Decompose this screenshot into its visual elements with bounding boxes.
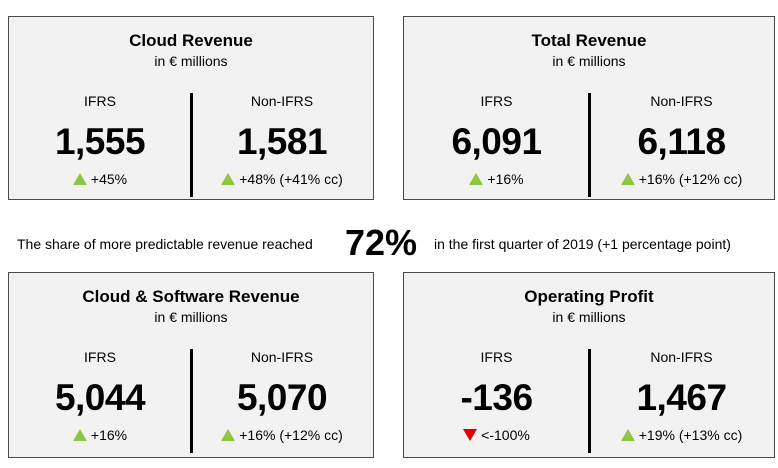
metric-change: +16% (+12% cc): [589, 171, 774, 187]
change-text: +16%: [487, 171, 524, 187]
non-ifrs-column: Non-IFRS 1,581 +48% (+41% cc): [191, 17, 373, 199]
triangle-up-icon: [72, 429, 87, 441]
column-divider: [190, 349, 193, 453]
metric-value: 5,044: [54, 377, 146, 418]
metric-change: +19% (+13% cc): [589, 427, 774, 443]
card-title: Total Revenue: [531, 31, 647, 50]
cloud-revenue-card: Cloud Revenue in € millions IFRS 1,555 +…: [8, 16, 374, 200]
metric-value: -136: [460, 377, 533, 418]
operating-profit-card: Operating Profit in € millions IFRS -136…: [403, 272, 775, 458]
column-divider: [190, 93, 193, 197]
card-title: Cloud & Software Revenue: [82, 287, 300, 306]
cloud-software-revenue-card: Cloud & Software Revenue in € millions I…: [8, 272, 374, 458]
change-text: +45%: [90, 171, 128, 187]
share-prefix-text: The share of more predictable revenue re…: [17, 236, 313, 252]
metric-change: +16%: [404, 171, 589, 187]
column-label: Non-IFRS: [250, 349, 314, 365]
metric-change: +16%: [9, 427, 191, 443]
non-ifrs-column: Non-IFRS 5,070 +16% (+12% cc): [191, 273, 373, 457]
change-text: +16%: [90, 427, 128, 443]
column-label: IFRS: [84, 349, 116, 365]
total-revenue-card: Total Revenue in € millions IFRS 6,091 +…: [403, 16, 775, 200]
column-label: IFRS: [84, 93, 116, 109]
metric-change: +16% (+12% cc): [191, 427, 373, 443]
change-text: +16% (+12% cc): [239, 427, 343, 443]
metric-change: <-100%: [404, 427, 589, 443]
ifrs-column: IFRS 5,044 +16%: [9, 273, 191, 457]
triangle-up-icon: [469, 173, 484, 185]
column-label: Non-IFRS: [650, 93, 713, 109]
change-text: +19% (+13% cc): [638, 427, 743, 443]
metric-value: 1,467: [636, 377, 727, 418]
triangle-up-icon: [620, 173, 635, 185]
share-suffix-text: in the first quarter of 2019 (+1 percent…: [434, 236, 731, 252]
share-percent: 72%: [345, 222, 418, 263]
ifrs-column: IFRS -136 <-100%: [404, 273, 589, 457]
metric-value: 6,091: [451, 121, 542, 162]
change-text: +48% (+41% cc): [239, 171, 343, 187]
triangle-up-icon: [221, 429, 236, 441]
non-ifrs-column: Non-IFRS 6,118 +16% (+12% cc): [589, 17, 774, 199]
column-divider: [588, 93, 591, 197]
card-title: Operating Profit: [524, 287, 654, 306]
metric-value: 5,070: [236, 377, 328, 418]
card-subtitle: in € millions: [154, 309, 228, 325]
metric-change: +48% (+41% cc): [191, 171, 373, 187]
triangle-up-icon: [72, 173, 87, 185]
card-subtitle: in € millions: [552, 53, 626, 69]
metric-value: 1,555: [54, 121, 146, 162]
card-title: Cloud Revenue: [129, 31, 253, 50]
column-divider: [588, 349, 591, 453]
change-text: +16% (+12% cc): [638, 171, 743, 187]
card-subtitle: in € millions: [552, 309, 626, 325]
ifrs-column: IFRS 1,555 +45%: [9, 17, 191, 199]
triangle-up-icon: [221, 173, 236, 185]
column-label: IFRS: [480, 349, 513, 365]
column-label: IFRS: [480, 93, 513, 109]
triangle-down-icon: [463, 429, 478, 441]
ifrs-column: IFRS 6,091 +16%: [404, 17, 589, 199]
non-ifrs-column: Non-IFRS 1,467 +19% (+13% cc): [589, 273, 774, 457]
change-text: <-100%: [481, 427, 530, 443]
card-subtitle: in € millions: [154, 53, 228, 69]
metric-value: 6,118: [637, 121, 726, 162]
metric-value: 1,581: [236, 121, 328, 162]
column-label: Non-IFRS: [650, 349, 713, 365]
metric-change: +45%: [9, 171, 191, 187]
predictable-revenue-statement: The share of more predictable revenue re…: [0, 214, 778, 264]
column-label: Non-IFRS: [250, 93, 314, 109]
triangle-up-icon: [620, 429, 635, 441]
